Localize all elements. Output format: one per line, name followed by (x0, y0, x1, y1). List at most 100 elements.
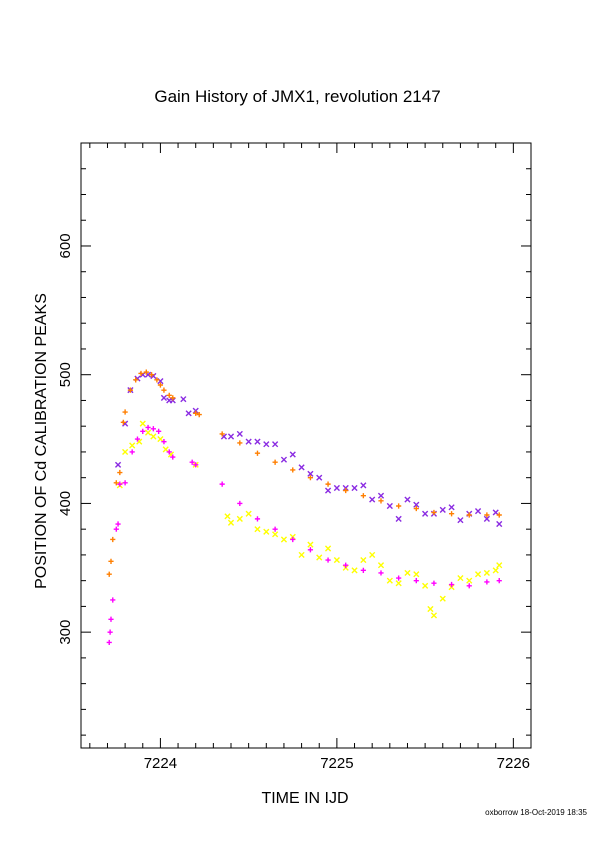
x-tick-label: 7224 (144, 755, 177, 772)
x-marker-point (457, 574, 464, 582)
x-marker-point (139, 420, 146, 427)
x-marker-point (333, 556, 340, 564)
x-marker-point (413, 501, 420, 508)
plus-marker-point (307, 475, 314, 481)
plus-marker-point (117, 469, 123, 476)
x-marker-point (369, 496, 376, 503)
plus-marker-point (156, 428, 162, 434)
series-2 (106, 369, 502, 577)
plus-marker-point (413, 578, 419, 584)
plus-marker-point (219, 481, 225, 487)
plus-marker-point (413, 505, 419, 512)
plus-marker-point (466, 583, 472, 589)
x-marker-point (492, 567, 499, 574)
plus-marker-point (108, 616, 114, 622)
series-3 (116, 420, 503, 619)
plus-marker-point (133, 377, 139, 383)
plus-marker-point (496, 578, 502, 584)
plus-marker-point (237, 500, 243, 507)
x-marker-point (227, 433, 235, 440)
x-marker-point (263, 528, 270, 535)
x-marker-point (245, 438, 252, 445)
x-marker-point (360, 556, 367, 564)
x-marker-point (351, 484, 358, 492)
plus-marker-point (110, 536, 116, 543)
x-marker-point (144, 429, 152, 436)
plus-marker-point (110, 597, 116, 603)
plus-marker-point (466, 512, 472, 518)
plus-marker-point (106, 639, 112, 646)
x-marker-point (272, 441, 279, 448)
plus-marker-point (120, 419, 126, 425)
plus-marker-point (154, 377, 160, 383)
x-marker-point (280, 536, 288, 543)
y-tick-label: 400 (57, 491, 74, 516)
plus-marker-point (396, 575, 402, 581)
x-marker-point (185, 410, 192, 417)
x-tick-label: 7225 (320, 755, 353, 772)
x-marker-point (427, 605, 434, 613)
x-marker-point (245, 510, 252, 517)
x-marker-point (150, 433, 157, 440)
plus-marker-point (129, 449, 135, 455)
x-marker-point (466, 577, 473, 584)
plus-marker-point (448, 581, 455, 588)
x-marker-point (227, 519, 235, 526)
x-marker-point (333, 484, 340, 492)
x-marker-point (483, 515, 490, 522)
x-marker-point (439, 595, 446, 602)
footer-credit: oxborrow 18-Oct-2019 18:35 (485, 808, 587, 817)
x-marker-point (448, 504, 455, 511)
plus-marker-point (254, 450, 261, 456)
x-marker-point (272, 531, 279, 538)
x-marker-point (122, 448, 129, 456)
plus-marker-point (448, 511, 455, 517)
plus-marker-point (484, 579, 490, 585)
plus-marker-point (170, 454, 176, 460)
x-marker-point (404, 569, 411, 577)
plus-marker-point (150, 426, 156, 432)
plus-marker-point (360, 493, 366, 499)
plus-marker-point (106, 571, 112, 577)
plus-marker-point (143, 369, 149, 375)
x-marker-point (236, 430, 243, 438)
plus-marker-point (148, 372, 155, 378)
x-marker-point (457, 517, 464, 524)
data-points (106, 369, 503, 646)
plus-marker-point (161, 439, 167, 445)
x-marker-point (395, 580, 402, 587)
x-marker-point (162, 446, 169, 453)
x-marker-point (496, 520, 503, 528)
x-marker-point (280, 456, 288, 463)
x-marker-point (263, 441, 270, 448)
chart-title: Gain History of JMX1, revolution 2147 (154, 87, 441, 106)
plus-marker-point (122, 409, 128, 415)
plus-marker-point (307, 547, 314, 553)
plus-marker-point (219, 431, 225, 437)
plus-marker-point (378, 570, 384, 576)
plus-marker-point (496, 512, 502, 518)
x-marker-point (474, 508, 482, 515)
x-marker-point (180, 396, 187, 403)
axis-ticks: 7224 7225 7226 300 400 500 600 (57, 142, 532, 772)
x-marker-point (360, 482, 367, 489)
x-marker-point (316, 554, 323, 561)
plus-marker-point (272, 459, 278, 465)
series-4 (106, 424, 502, 646)
plus-marker-point (113, 526, 119, 532)
plus-marker-point (189, 459, 195, 465)
x-marker-point (439, 506, 446, 513)
plus-marker-point (325, 481, 331, 487)
plus-marker-point (127, 387, 134, 393)
x-marker-point (377, 492, 385, 499)
plus-marker-point (431, 509, 437, 516)
x-axis-label: TIME IN IJD (261, 790, 349, 807)
x-marker-point (369, 551, 376, 559)
plus-marker-point (122, 480, 128, 486)
plus-marker-point (237, 440, 243, 446)
x-marker-point (430, 612, 438, 619)
x-marker-point (316, 474, 323, 481)
plus-marker-point (117, 481, 123, 487)
plus-marker-point (170, 395, 176, 401)
